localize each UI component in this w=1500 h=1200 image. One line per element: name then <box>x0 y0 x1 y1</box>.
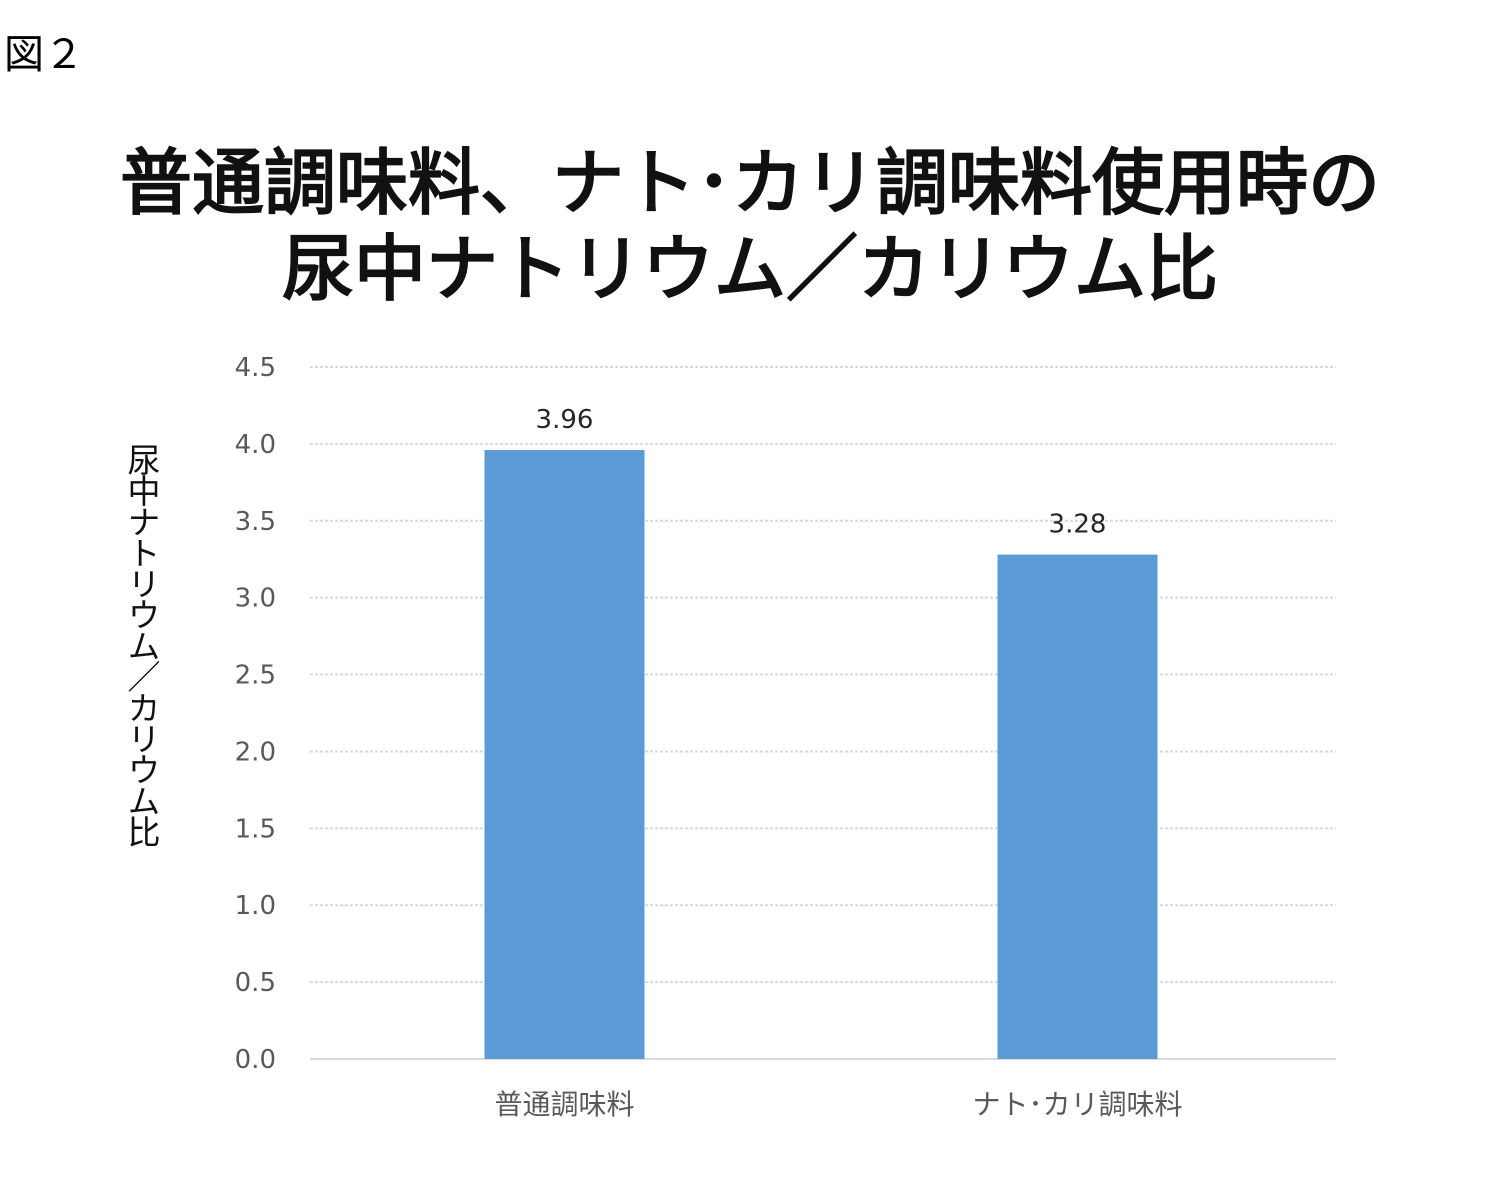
chart-title: 普通調味料、ナト･カリ調味料使用時の 尿中ナトリウム／カリウム比 <box>0 140 1500 312</box>
y-tick-label: 3.5 <box>235 507 276 537</box>
y-tick-label: 3.0 <box>235 584 276 614</box>
figure-label: 図２ <box>4 32 84 78</box>
x-category-label: 普通調味料 <box>494 1088 634 1121</box>
data-labels: 3.96 3.28 <box>536 405 1107 540</box>
y-axis-label: 尿中ナトリウム／カリウム比 <box>122 443 161 846</box>
chart-title-line-2: 尿中ナトリウム／カリウム比 <box>281 227 1218 311</box>
y-tick-label: 2.0 <box>235 737 276 767</box>
y-tick-label: 1.0 <box>235 891 276 921</box>
bar <box>997 554 1158 1059</box>
bar <box>484 450 645 1059</box>
y-tick-label: 2.5 <box>235 661 276 691</box>
y-tick-label: 0.5 <box>235 968 276 998</box>
y-tick-label: 4.0 <box>235 430 276 460</box>
y-tick-label: 1.5 <box>235 814 276 844</box>
y-axis-ticks: 0.0 0.5 1.0 1.5 2.0 2.5 3.0 3.5 4.0 4.5 <box>235 353 276 1075</box>
bars <box>484 450 1158 1059</box>
gridlines <box>310 366 1336 1060</box>
chart-title-line-1: 普通調味料、ナト･カリ調味料使用時の <box>119 141 1380 225</box>
x-axis-categories: 普通調味料 ナト･カリ調味料 <box>494 1088 1182 1121</box>
data-label: 3.28 <box>1049 510 1107 540</box>
x-category-label: ナト･カリ調味料 <box>972 1088 1182 1121</box>
y-tick-label: 4.5 <box>235 353 276 383</box>
y-tick-label: 0.0 <box>235 1045 276 1075</box>
data-label: 3.96 <box>536 405 594 435</box>
